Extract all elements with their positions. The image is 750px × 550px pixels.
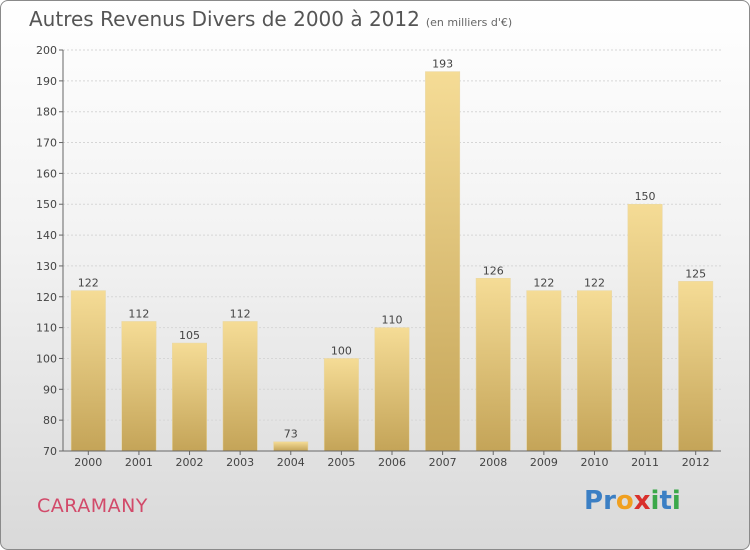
data-label: 125 xyxy=(685,267,706,280)
bar-2011 xyxy=(627,203,663,452)
y-tick-label: 150 xyxy=(36,198,57,211)
y-tick-label: 160 xyxy=(36,167,57,180)
y-tick-label: 190 xyxy=(36,75,57,88)
data-label: 112 xyxy=(230,307,251,320)
y-tick-label: 110 xyxy=(36,322,57,335)
logo-letter: i xyxy=(671,486,681,516)
bar-2003 xyxy=(222,321,258,452)
logo-letter: x xyxy=(633,486,651,516)
title-text: Autres Revenus Divers de 2000 à 2012 xyxy=(29,7,420,31)
bar-2010 xyxy=(577,290,612,452)
logo-letter: P xyxy=(584,486,604,516)
bar-2004 xyxy=(273,441,309,452)
bar-2002 xyxy=(172,342,207,452)
proxiti-logo: Proxiti xyxy=(584,486,681,516)
data-label: 112 xyxy=(128,307,149,320)
bar-2000 xyxy=(70,290,106,452)
y-tick-label: 120 xyxy=(36,291,57,304)
y-tick-label: 70 xyxy=(43,445,57,458)
data-label: 73 xyxy=(284,428,298,441)
x-tick-label: 2004 xyxy=(277,456,305,469)
x-tick-label: 2005 xyxy=(327,456,355,469)
y-tick-label: 170 xyxy=(36,137,57,150)
bar-2009 xyxy=(526,290,562,452)
y-tick-label: 180 xyxy=(36,106,57,119)
chart-title: Autres Revenus Divers de 2000 à 2012 (en … xyxy=(29,7,512,31)
x-tick-label: 2000 xyxy=(74,456,102,469)
y-tick-label: 130 xyxy=(36,260,57,273)
data-label: 105 xyxy=(179,329,200,342)
y-tick-label: 80 xyxy=(43,414,57,427)
logo-letter: r xyxy=(603,486,616,516)
data-label: 122 xyxy=(584,277,605,290)
y-tick-label: 100 xyxy=(36,352,57,365)
data-label: 126 xyxy=(483,264,504,277)
data-label: 150 xyxy=(635,190,656,203)
y-tick-label: 140 xyxy=(36,229,57,242)
y-tick-label: 200 xyxy=(36,44,57,57)
data-label: 100 xyxy=(331,344,352,357)
bar-2008 xyxy=(475,278,511,452)
x-tick-label: 2009 xyxy=(530,456,558,469)
data-label: 193 xyxy=(432,58,453,71)
bar-2012 xyxy=(678,281,714,452)
bar-2001 xyxy=(121,321,157,452)
x-tick-label: 2010 xyxy=(580,456,608,469)
logo-letter: o xyxy=(615,486,634,516)
y-tick-label: 90 xyxy=(43,383,57,396)
data-label: 122 xyxy=(78,277,99,290)
bar-2006 xyxy=(374,327,410,452)
logo-letter: i xyxy=(650,486,660,516)
data-label: 122 xyxy=(533,277,554,290)
x-tick-label: 2001 xyxy=(125,456,153,469)
x-tick-label: 2002 xyxy=(176,456,204,469)
data-label: 110 xyxy=(382,314,403,327)
x-tick-label: 2012 xyxy=(682,456,710,469)
x-tick-label: 2003 xyxy=(226,456,254,469)
bar-2007 xyxy=(425,71,461,452)
x-tick-label: 2008 xyxy=(479,456,507,469)
x-tick-label: 2007 xyxy=(429,456,457,469)
x-tick-label: 2011 xyxy=(631,456,659,469)
x-tick-label: 2006 xyxy=(378,456,406,469)
logo-letter: t xyxy=(659,486,672,516)
bar-2005 xyxy=(323,358,359,452)
town-name: CARAMANY xyxy=(37,495,148,517)
chart-subtitle: (en milliers d'€) xyxy=(425,16,513,29)
